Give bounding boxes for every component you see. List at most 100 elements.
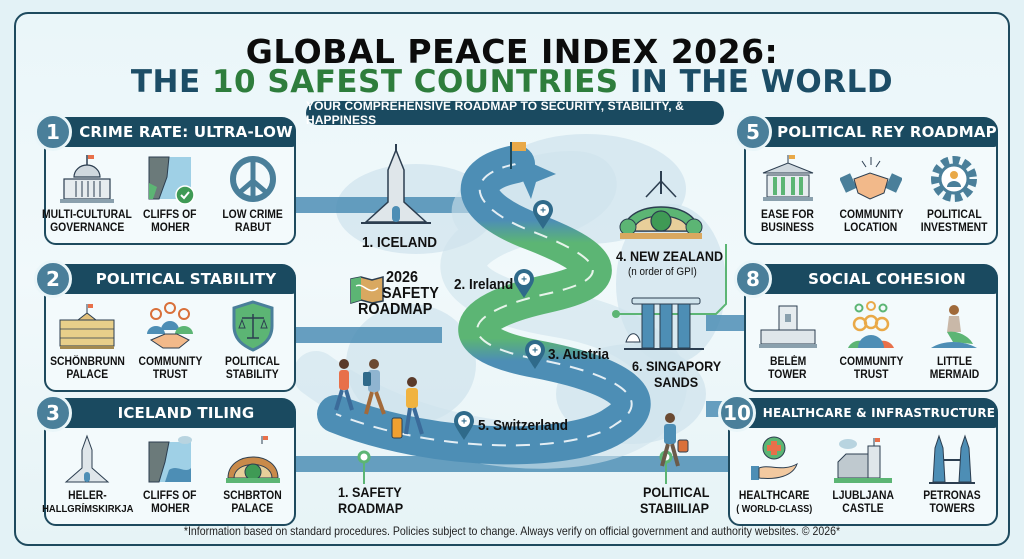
location-pin-icon: + xyxy=(533,200,553,229)
panel-item: HELER- HALLGRÍMSKIRKJA xyxy=(42,434,133,522)
page-subtitle-heading: THE 10 SAFEST COUNTRIES IN THE WORLD xyxy=(0,64,1024,100)
item-label-line-2: RABUT xyxy=(234,222,271,234)
item-label-line-1: PETRONAS xyxy=(922,490,981,502)
road-band xyxy=(292,197,472,213)
panel-item: POLITICAL INVESTMENT xyxy=(913,153,996,241)
panel-item: HEALTHCARE ( WORLD-CLASS) xyxy=(730,434,818,522)
item-label-line-1: LJUBLJANA xyxy=(832,490,894,502)
panel-item: PETRONAS TOWERS xyxy=(908,434,996,522)
item-label-line-1: LOW CRIME xyxy=(222,209,283,221)
item-label-line-1: SCHBRTON xyxy=(223,490,282,502)
item-label-line-2: STABILITY xyxy=(226,369,279,381)
label-new-zealand-note: (n order of GPI) xyxy=(628,266,697,278)
traveler-with-suitcase-illustration xyxy=(660,413,689,467)
label-safety-roadmap-1: 1. SAFETY xyxy=(338,484,402,500)
panel-header: CRIME RATE: ULTRA-LOW xyxy=(50,117,296,147)
community-handshake-icon xyxy=(146,302,193,349)
panel-number-badge: 1 xyxy=(34,113,72,151)
item-label-line-2: HALLGRÍMSKIRKJA xyxy=(41,503,134,515)
item-label-line-1: CLIFFS OF xyxy=(143,209,197,221)
label-political-2: STABIILIAP xyxy=(640,500,710,516)
travelers-walking-illustration xyxy=(334,359,424,439)
footer-disclaimer: *Information based on standard procedure… xyxy=(183,524,841,538)
panel-political-roadmap: 5 POLITICAL REY ROADMAP EASE FOR BUSINES… xyxy=(734,113,998,245)
label-singapore-2: SANDS xyxy=(654,374,699,390)
panel-header: SOCIAL COHESION xyxy=(750,264,998,294)
road-band xyxy=(292,327,442,343)
item-label-line-2: BUSINESS xyxy=(761,222,815,234)
panel-item: MULTI-CULTURAL GOVERNANCE xyxy=(42,153,132,241)
item-label-line-1: MULTI-CULTURAL xyxy=(42,209,133,221)
hallgrimskirkja-icon xyxy=(361,144,431,224)
flag-icon xyxy=(512,142,526,151)
label-austria: 3. Austria xyxy=(548,346,610,363)
map-label-line-2: SAFETY xyxy=(382,285,439,302)
panel-healthcare-infrastructure: 10 HEALTHCARE & INFRASTRUCTURE HEALTHCAR… xyxy=(718,394,998,526)
page-title: GLOBAL PEACE INDEX 2026: xyxy=(245,32,779,71)
people-group-icon xyxy=(847,301,894,348)
panel-item: EASE FOR BUSINESS xyxy=(746,153,829,241)
belem-tower-icon xyxy=(758,305,817,348)
twin-towers-icon xyxy=(928,434,975,484)
shield-scales-icon xyxy=(232,300,274,352)
item-label-line-2: MOHER xyxy=(150,503,190,515)
hand-medical-cross-icon xyxy=(751,436,799,480)
panel-header: HEALTHCARE & INFRASTRUCTURE xyxy=(734,398,998,428)
arrow-head-icon xyxy=(511,154,556,199)
panel-item: LOW CRIME RABUT xyxy=(212,153,294,241)
panel-item: COMMUNITY LOCATION xyxy=(830,153,913,241)
item-label-line-2: PALACE xyxy=(66,369,109,381)
item-label-line-1: COMMUNITY xyxy=(839,209,903,221)
svg-text:+: + xyxy=(540,206,546,217)
panel-item: SCHBRTON PALACE xyxy=(212,434,294,522)
location-pin-icon: + xyxy=(514,269,534,298)
marina-bay-sands-icon xyxy=(624,297,704,350)
item-label-line-1: POLITICAL xyxy=(225,356,280,368)
label-switzerland: 5. Switzerland xyxy=(478,417,569,434)
label-new-zealand: 4. NEW ZEALAND xyxy=(616,248,724,264)
panel-crime-rate: 1 CRIME RATE: ULTRA-LOW MULTI-CULTURAL G… xyxy=(34,113,296,245)
mermaid-icon xyxy=(931,305,978,348)
safety-roadmap-title: 2026 xyxy=(386,270,418,286)
map-label-line-1: 2026 xyxy=(386,269,419,286)
hobbit-palace-icon xyxy=(225,436,280,483)
item-label-line-2: MERMAID xyxy=(929,369,980,381)
svg-text:+: + xyxy=(521,275,527,286)
title-suffix: IN THE WORLD xyxy=(629,64,894,100)
label-political-1: POLITICAL xyxy=(643,484,710,500)
cliffs-river-icon xyxy=(148,436,192,483)
church-tower-icon xyxy=(64,434,110,483)
item-label-line-2: ( WORLD-CLASS) xyxy=(736,504,813,515)
panel-header: ICELAND TILING xyxy=(50,398,296,428)
gear-person-icon xyxy=(931,156,978,202)
palace-icon xyxy=(59,304,115,349)
item-label-line-2: TOWERS xyxy=(929,503,975,515)
capitol-building-icon xyxy=(60,155,115,203)
item-label-line-2: GOVERNANCE xyxy=(50,222,125,234)
panel-item: COMMUNITY TRUST xyxy=(830,300,913,388)
panel-item: LITTLE MERMAID xyxy=(913,300,996,388)
panel-item: CLIFFS OF MOHER xyxy=(129,153,211,241)
hobbit-house-icon xyxy=(619,171,703,239)
cliffs-check-icon xyxy=(148,156,195,205)
handshake-icon xyxy=(839,157,902,200)
panel-item: LJUBLJANA CASTLE xyxy=(819,434,907,522)
item-label-line-2: TRUST xyxy=(152,369,188,381)
panel-header: POLITICAL REY ROADMAP xyxy=(750,117,998,147)
item-label-line-1: LITTLE xyxy=(936,356,972,368)
panel-number-badge: 2 xyxy=(34,260,72,298)
item-label-line-1: COMMUNITY xyxy=(839,356,903,368)
peace-sign-icon xyxy=(229,156,276,202)
item-label-line-1: SCHÖNBRUNN xyxy=(49,356,125,368)
panel-item: POLITICAL STABILITY xyxy=(212,300,294,388)
label-safety-roadmap-2: ROADMAP xyxy=(338,500,404,516)
item-label-line-1: HEALTHCARE xyxy=(739,490,810,502)
folded-map-icon xyxy=(350,276,384,304)
panel-item: COMMUNITY TRUST xyxy=(129,300,211,388)
road-band xyxy=(706,315,746,331)
label-iceland: 1. ICELAND xyxy=(362,234,438,251)
winding-road xyxy=(293,142,727,484)
item-label-line-2: MOHER xyxy=(150,222,190,234)
panel-item: CLIFFS OF MOHER xyxy=(129,434,211,522)
title-prefix: THE xyxy=(130,64,201,100)
